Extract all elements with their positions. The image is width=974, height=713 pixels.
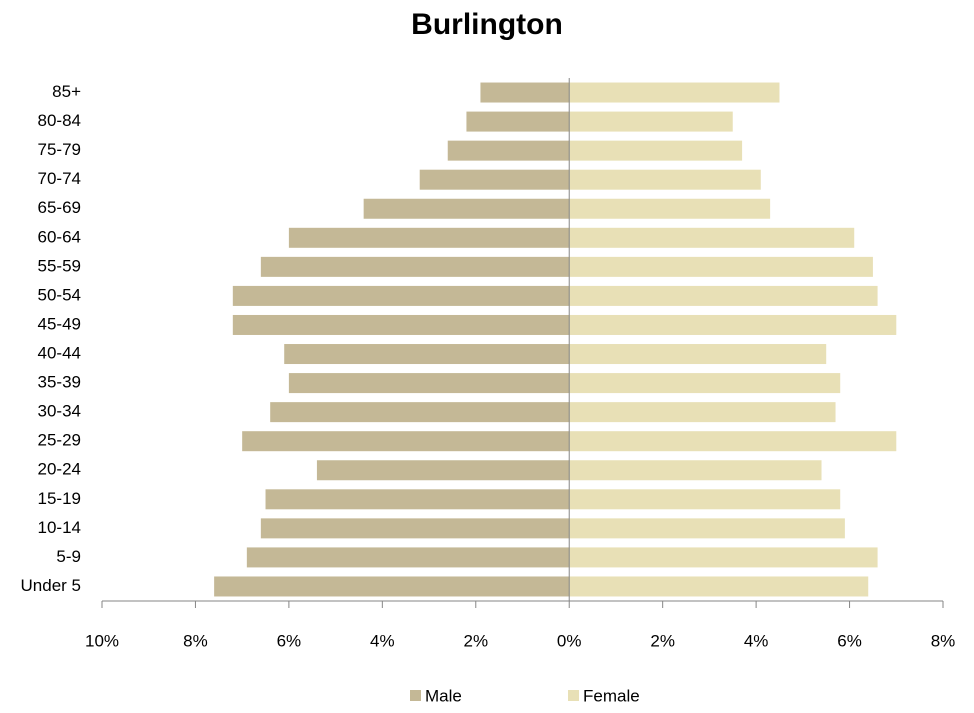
bar: [260, 256, 570, 277]
bar: [569, 314, 897, 335]
bar: [214, 576, 570, 597]
y-tick-label: 55-59: [38, 256, 81, 275]
bar: [288, 227, 570, 248]
bar: [316, 460, 570, 481]
bar: [569, 344, 827, 365]
y-tick-label: 80-84: [38, 111, 81, 130]
y-tick-label: 15-19: [38, 489, 81, 508]
bar: [419, 169, 570, 190]
x-tick-label: 8%: [931, 631, 956, 650]
bar: [466, 111, 570, 132]
y-tick-label: 35-39: [38, 373, 81, 392]
bar: [569, 460, 822, 481]
bar: [232, 285, 570, 306]
legend-swatch: [410, 690, 421, 701]
x-tick-label: 6%: [837, 631, 862, 650]
bar: [569, 431, 897, 452]
bar: [569, 169, 761, 190]
y-tick-label: 20-24: [38, 460, 81, 479]
x-tick-label: 4%: [370, 631, 395, 650]
legend-swatch: [568, 690, 579, 701]
x-tick-label: 2%: [650, 631, 675, 650]
bar: [284, 344, 570, 365]
y-tick-label: 40-44: [38, 344, 81, 363]
y-tick-label: 65-69: [38, 198, 81, 217]
y-tick-label: 50-54: [38, 285, 81, 304]
y-tick-label: Under 5: [21, 576, 81, 595]
bar: [569, 227, 855, 248]
legend-label: Male: [425, 686, 462, 705]
x-tick-label: 6%: [277, 631, 302, 650]
x-tick-label: 4%: [744, 631, 769, 650]
y-tick-label: 85+: [52, 82, 81, 101]
bar: [480, 82, 570, 103]
bar: [363, 198, 570, 219]
y-tick-label: 75-79: [38, 140, 81, 159]
y-tick-label: 60-64: [38, 227, 81, 246]
y-tick-label: 30-34: [38, 402, 81, 421]
bar: [270, 402, 570, 423]
bar: [569, 256, 873, 277]
bar: [569, 518, 845, 539]
bar: [242, 431, 570, 452]
bar: [246, 547, 570, 568]
bar: [265, 489, 570, 510]
y-tick-label: 45-49: [38, 314, 81, 333]
bar: [288, 373, 570, 394]
legend-label: Female: [583, 686, 640, 705]
bar: [569, 547, 878, 568]
y-tick-label: 25-29: [38, 431, 81, 450]
bar: [569, 140, 743, 161]
y-tick-label: 5-9: [56, 547, 81, 566]
bar: [260, 518, 570, 539]
bar: [569, 402, 836, 423]
bar: [569, 285, 878, 306]
bar: [569, 198, 771, 219]
x-tick-label: 0%: [557, 631, 582, 650]
bar: [569, 111, 733, 132]
bar: [569, 576, 869, 597]
y-tick-label: 10-14: [38, 518, 81, 537]
x-tick-label: 8%: [183, 631, 208, 650]
y-tick-label: 70-74: [38, 169, 81, 188]
bar: [232, 314, 570, 335]
bar: [447, 140, 570, 161]
x-tick-label: 2%: [463, 631, 488, 650]
chart-title: Burlington: [411, 8, 563, 41]
bar: [569, 82, 780, 103]
bar: [569, 489, 841, 510]
x-tick-label: 10%: [85, 631, 119, 650]
bar: [569, 373, 841, 394]
